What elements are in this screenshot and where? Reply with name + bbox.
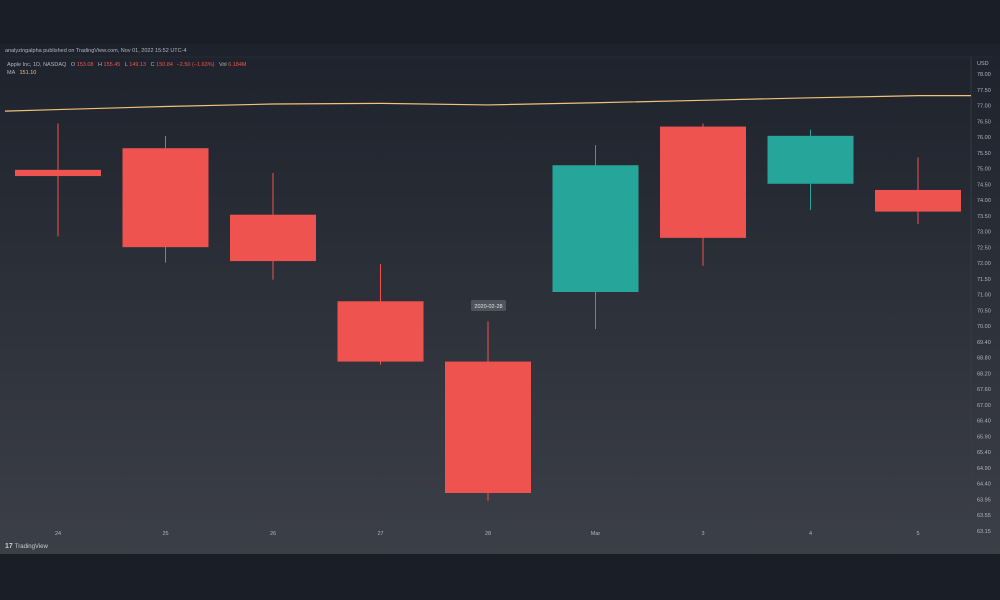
- time-tick-label: 4: [809, 531, 812, 537]
- price-tick-label: 77.50: [977, 88, 991, 94]
- price-tick-label: 63.15: [977, 529, 991, 535]
- date-tooltip: 2020-02-28: [471, 300, 506, 311]
- date-tooltip-box: [471, 300, 506, 311]
- price-tick-label: 63.55: [977, 513, 991, 519]
- candle[interactable]: [122, 135, 209, 263]
- tradingview-logo-icon: 17: [5, 543, 13, 550]
- price-tick-label: 74.50: [977, 182, 991, 188]
- price-tick-label: 75.50: [977, 151, 991, 157]
- legend-low-value: 149.13: [129, 62, 146, 68]
- price-tick-label: 71.00: [977, 293, 991, 299]
- legend-open-label: O: [71, 62, 76, 68]
- legend-ma-value: 151.10: [19, 70, 36, 76]
- candle-body: [122, 148, 209, 248]
- price-tick-label: 64.40: [977, 482, 991, 488]
- candle-body: [767, 135, 854, 184]
- candle[interactable]: [337, 264, 424, 365]
- price-tick-label: 66.40: [977, 419, 991, 425]
- price-tick-label: 71.50: [977, 277, 991, 283]
- publish-line: analyzingalpha published on TradingView.…: [5, 48, 187, 54]
- legend: Apple Inc, 1D, NASDAQ O 153.08 H 155.45 …: [7, 62, 247, 76]
- time-tick-label: 27: [377, 531, 383, 537]
- date-tooltip-text: 2020-02-28: [474, 304, 502, 310]
- price-axis-currency: USD: [977, 61, 989, 67]
- svg-text:Apple Inc, 1D, NASDAQ O: Apple Inc, 1D, NASDAQ O 153.08 H 155.45 …: [7, 62, 247, 68]
- candle-body: [15, 169, 101, 177]
- legend-low-label: L: [125, 62, 128, 68]
- price-tick-label: 69.40: [977, 340, 991, 346]
- candle[interactable]: [445, 321, 531, 501]
- candle-body: [445, 361, 531, 493]
- candle[interactable]: [15, 123, 101, 237]
- price-tick-label: 73.00: [977, 230, 991, 236]
- legend-volume-label: Vol: [219, 62, 227, 68]
- legend-volume-value: 6.184M: [228, 62, 247, 68]
- price-tick-label: 67.00: [977, 403, 991, 409]
- candle[interactable]: [875, 157, 961, 224]
- legend-high-value: 155.45: [104, 62, 121, 68]
- candle-body: [875, 189, 961, 212]
- time-axis[interactable]: 24 25 26 27 28 Mar 3 4 5: [55, 531, 920, 537]
- price-tick-label: 76.50: [977, 119, 991, 125]
- time-tick-label: 28: [485, 531, 491, 537]
- legend-change: −2.50 (−1.63%): [177, 62, 215, 68]
- legend-ma-label: MA: [7, 70, 16, 76]
- candle-body: [660, 126, 746, 238]
- tradingview-brand[interactable]: 17 TradingView: [5, 543, 48, 550]
- price-tick-label: 65.90: [977, 434, 991, 440]
- price-tick-label: 67.60: [977, 387, 991, 393]
- candle-body: [230, 214, 316, 262]
- candle[interactable]: [230, 172, 316, 280]
- candle[interactable]: [767, 129, 854, 211]
- legend-high-label: H: [98, 62, 102, 68]
- price-tick-label: 72.00: [977, 261, 991, 267]
- legend-close-label: C: [151, 62, 155, 68]
- price-tick-label: 72.50: [977, 245, 991, 251]
- time-tick-label: 24: [55, 531, 61, 537]
- ma-layer: [4, 95, 971, 112]
- price-tick-label: 65.40: [977, 450, 991, 456]
- moving-average-line: [4, 95, 971, 112]
- candle-layer: [15, 123, 961, 501]
- price-tick-label: 70.00: [977, 324, 991, 330]
- price-tick-label: 64.90: [977, 466, 991, 472]
- time-tick-label: 26: [270, 531, 276, 537]
- grid-layer: [5, 56, 993, 539]
- price-tick-label: 75.00: [977, 167, 991, 173]
- price-axis[interactable]: USD 78.00 77.50 77.00 76.50 76.00 75.50 75.00 74…: [977, 61, 991, 535]
- candle[interactable]: [552, 145, 639, 330]
- time-tick-label: 3: [701, 531, 704, 537]
- price-tick-label: 68.80: [977, 356, 991, 362]
- time-tick-label: 5: [916, 531, 919, 537]
- legend-close-value: 150.84: [156, 62, 173, 68]
- time-tick-label: Mar: [591, 531, 601, 537]
- price-tick-label: 77.00: [977, 104, 991, 110]
- price-tick-label: 78.00: [977, 72, 991, 78]
- time-tick-label: 25: [162, 531, 168, 537]
- price-tick-label: 70.50: [977, 308, 991, 314]
- price-tick-label: 76.00: [977, 135, 991, 141]
- price-tick-label: 73.50: [977, 214, 991, 220]
- price-tick-label: 63.95: [977, 497, 991, 503]
- tradingview-name: TradingView: [14, 543, 48, 550]
- legend-open-value: 153.08: [77, 62, 94, 68]
- price-tick-label: 74.00: [977, 198, 991, 204]
- svg-text:MA 151.10: MA 151.10: [7, 70, 36, 76]
- price-tick-label: 68.20: [977, 371, 991, 377]
- candle[interactable]: [660, 123, 746, 266]
- legend-symbol: Apple Inc, 1D, NASDAQ: [7, 62, 67, 68]
- candle-body: [552, 165, 639, 292]
- candle-body: [337, 301, 424, 362]
